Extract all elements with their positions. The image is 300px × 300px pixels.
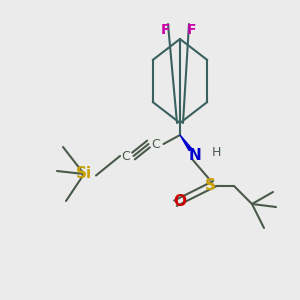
Text: C: C: [122, 149, 130, 163]
Text: Si: Si: [76, 167, 92, 182]
Text: O: O: [173, 194, 187, 208]
Text: H: H: [211, 146, 221, 160]
Text: F: F: [160, 23, 170, 37]
Text: F: F: [187, 23, 197, 37]
Text: N: N: [189, 148, 201, 164]
Text: C: C: [152, 137, 160, 151]
Text: S: S: [205, 178, 215, 194]
Polygon shape: [180, 135, 192, 151]
